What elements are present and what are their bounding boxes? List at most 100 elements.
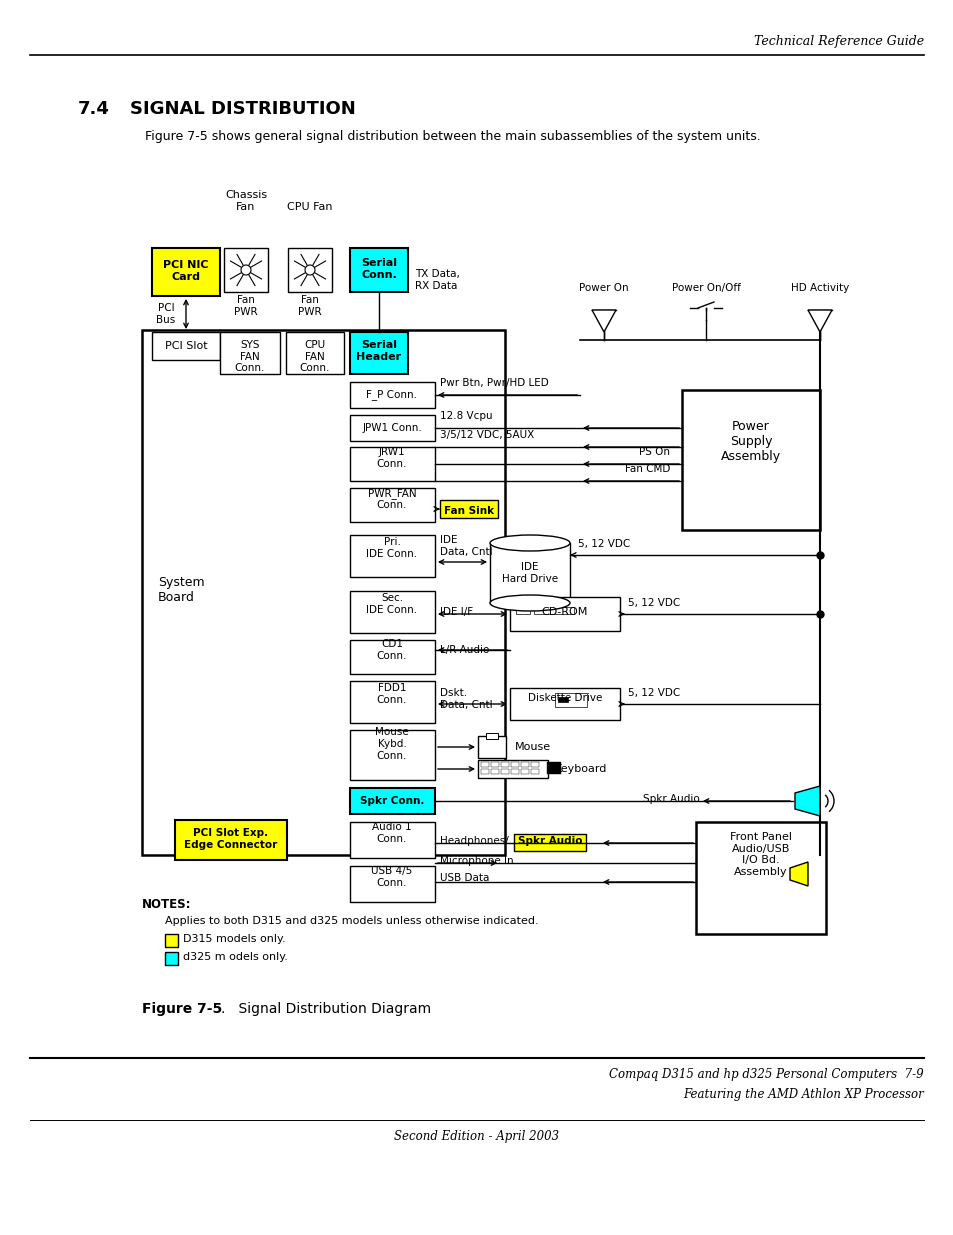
Bar: [696, 823, 825, 934]
Bar: [558, 697, 567, 701]
Text: Dskt.
Data, Cntl: Dskt. Data, Cntl: [439, 688, 492, 710]
Polygon shape: [592, 310, 616, 332]
Bar: [288, 248, 332, 291]
Text: Fan CMD: Fan CMD: [624, 464, 669, 474]
Text: Spkr Audio: Spkr Audio: [642, 794, 700, 804]
Bar: [350, 488, 435, 522]
Text: Spkr Audio: Spkr Audio: [517, 836, 581, 846]
Bar: [350, 640, 435, 674]
Text: Second Edition - April 2003: Second Edition - April 2003: [394, 1130, 559, 1144]
Bar: [350, 447, 435, 480]
Text: Keyboard: Keyboard: [555, 764, 607, 774]
Text: D315 models only.: D315 models only.: [183, 934, 285, 944]
Bar: [350, 823, 435, 858]
Text: PCI
Bus: PCI Bus: [155, 304, 174, 325]
Text: Figure 7-5 shows general signal distribution between the main subassemblies of t: Figure 7-5 shows general signal distribu…: [145, 130, 760, 143]
Bar: [534, 606, 574, 614]
Text: Mouse
Kybd.
Conn.: Mouse Kybd. Conn.: [375, 727, 409, 761]
Text: Spkr Conn.: Spkr Conn.: [359, 797, 424, 806]
Text: L/R Audio: L/R Audio: [439, 645, 489, 655]
Bar: [477, 760, 547, 778]
Text: Power
Supply
Assembly: Power Supply Assembly: [720, 420, 781, 463]
Text: USB Data: USB Data: [439, 873, 489, 883]
Bar: [514, 834, 585, 851]
Text: CPU Fan: CPU Fan: [287, 203, 333, 212]
Text: 12.8 Vcpu: 12.8 Vcpu: [439, 411, 492, 421]
Bar: [480, 769, 489, 774]
Text: Sec.
IDE Conn.: Sec. IDE Conn.: [366, 593, 417, 615]
Text: Power On/Off: Power On/Off: [671, 283, 740, 293]
Bar: [477, 736, 505, 758]
Bar: [511, 769, 518, 774]
Text: Serial
Header: Serial Header: [356, 340, 401, 362]
Bar: [152, 332, 220, 359]
Text: .   Signal Distribution Diagram: . Signal Distribution Diagram: [221, 1002, 431, 1016]
Text: Diskette Drive: Diskette Drive: [527, 693, 601, 703]
Text: IDE
Data, Cntl: IDE Data, Cntl: [439, 535, 492, 557]
Text: Power On: Power On: [578, 283, 628, 293]
Bar: [220, 332, 280, 374]
Text: HD Activity: HD Activity: [790, 283, 848, 293]
Bar: [510, 597, 619, 631]
Bar: [350, 248, 408, 291]
Bar: [531, 762, 538, 767]
Text: F_P Conn.: F_P Conn.: [366, 389, 417, 400]
Text: Chassis
Fan: Chassis Fan: [225, 190, 267, 212]
Bar: [520, 762, 529, 767]
Bar: [174, 820, 287, 860]
Text: System
Board: System Board: [158, 576, 204, 604]
Bar: [500, 769, 509, 774]
Text: 5, 12 VDC: 5, 12 VDC: [578, 538, 630, 550]
Text: 5, 12 VDC: 5, 12 VDC: [627, 688, 679, 698]
Bar: [531, 769, 538, 774]
Bar: [480, 762, 489, 767]
Text: IDE
Hard Drive: IDE Hard Drive: [501, 562, 558, 584]
Bar: [165, 952, 178, 965]
Text: Serial
Conn.: Serial Conn.: [360, 258, 396, 279]
Ellipse shape: [490, 595, 569, 611]
Text: Technical Reference Guide: Technical Reference Guide: [753, 35, 923, 48]
Text: PCI Slot: PCI Slot: [165, 341, 207, 351]
Bar: [439, 500, 497, 517]
Polygon shape: [794, 785, 820, 816]
Bar: [510, 688, 619, 720]
Text: Mouse: Mouse: [515, 742, 551, 752]
Text: CPU
FAN
Conn.: CPU FAN Conn.: [299, 340, 330, 373]
Text: Fan
PWR: Fan PWR: [233, 295, 257, 316]
Circle shape: [305, 266, 314, 275]
Text: 3/5/12 VDC, 5AUX: 3/5/12 VDC, 5AUX: [439, 430, 534, 440]
Bar: [350, 730, 435, 781]
Text: Featuring the AMD Athlon XP Processor: Featuring the AMD Athlon XP Processor: [682, 1088, 923, 1100]
Text: Front Panel
Audio/USB
I/O Bd.
Assembly: Front Panel Audio/USB I/O Bd. Assembly: [729, 832, 791, 877]
Text: Pwr Btn, Pwr/HD LED: Pwr Btn, Pwr/HD LED: [439, 378, 548, 388]
Bar: [546, 762, 560, 774]
Circle shape: [241, 266, 251, 275]
Text: Fan
PWR: Fan PWR: [298, 295, 321, 316]
Text: JRW1
Conn.: JRW1 Conn.: [376, 447, 407, 469]
Bar: [490, 543, 569, 603]
Bar: [681, 390, 820, 530]
Text: JPW1 Conn.: JPW1 Conn.: [362, 424, 421, 433]
Text: Compaq D315 and hp d325 Personal Computers  7-9: Compaq D315 and hp d325 Personal Compute…: [609, 1068, 923, 1081]
Polygon shape: [789, 862, 807, 885]
Bar: [350, 680, 435, 722]
Text: SIGNAL DISTRIBUTION: SIGNAL DISTRIBUTION: [130, 100, 355, 119]
Text: PS On: PS On: [639, 447, 669, 457]
Text: d325 m odels only.: d325 m odels only.: [183, 952, 288, 962]
Bar: [485, 734, 497, 739]
Text: TX Data,
RX Data: TX Data, RX Data: [415, 269, 459, 290]
Text: Applies to both D315 and d325 models unless otherwise indicated.: Applies to both D315 and d325 models unl…: [165, 916, 538, 926]
Text: PCI Slot Exp.
Edge Connector: PCI Slot Exp. Edge Connector: [184, 827, 277, 850]
Bar: [516, 604, 530, 614]
Bar: [520, 769, 529, 774]
Text: IDE I/F: IDE I/F: [439, 606, 473, 618]
Bar: [286, 332, 344, 374]
Bar: [350, 866, 435, 902]
Text: Fan Sink: Fan Sink: [443, 506, 494, 516]
Text: CD1
Conn.: CD1 Conn.: [376, 640, 407, 661]
Text: USB 4/5
Conn.: USB 4/5 Conn.: [371, 866, 413, 888]
Text: SYS
FAN
Conn.: SYS FAN Conn.: [234, 340, 265, 373]
Bar: [152, 248, 220, 296]
Bar: [350, 415, 435, 441]
Bar: [500, 762, 509, 767]
